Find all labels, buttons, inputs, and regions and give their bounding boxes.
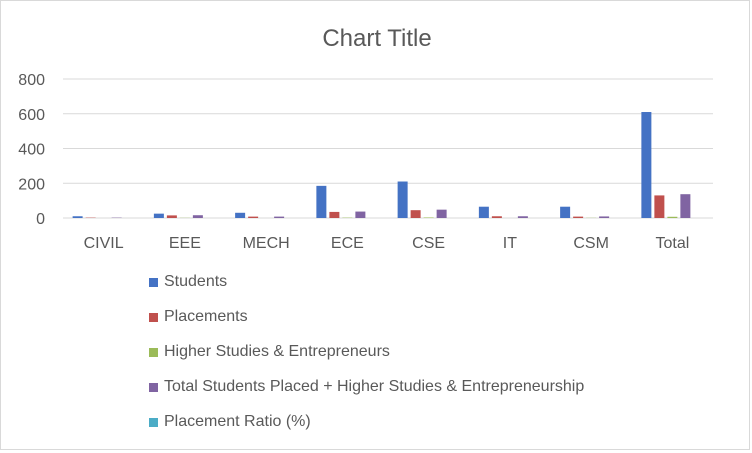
legend-item: Total Students Placed + Higher Studies &… — [149, 376, 584, 398]
bar — [680, 194, 690, 218]
bar — [274, 217, 284, 218]
bar — [167, 215, 177, 218]
chart-title: Chart Title — [322, 25, 431, 52]
legend-label: Higher Studies & Entrepreneurs — [164, 343, 390, 361]
bar — [437, 210, 447, 218]
legend-swatch — [149, 278, 158, 287]
bar — [424, 217, 434, 218]
legend-item: Higher Studies & Entrepreneurs — [149, 341, 390, 363]
y-tick-label: 0 — [36, 211, 45, 228]
bar — [73, 216, 83, 218]
bar — [411, 210, 421, 218]
bar — [518, 216, 528, 218]
bar — [641, 112, 651, 218]
legend-item: Placements — [149, 306, 248, 328]
y-tick-label: 800 — [18, 72, 45, 89]
bar — [479, 207, 489, 218]
gridlines — [63, 79, 713, 218]
y-tick-label: 200 — [18, 176, 45, 193]
legend-label: Placement Ratio (%) — [164, 413, 311, 431]
legend-swatch — [149, 418, 158, 427]
bar — [193, 215, 203, 218]
legend-item: Placement Ratio (%) — [149, 411, 311, 433]
x-tick-label: CSE — [412, 235, 445, 252]
y-tick-label: 600 — [18, 107, 45, 124]
legend-label: Total Students Placed + Higher Studies &… — [164, 378, 584, 396]
x-tick-label: IT — [503, 235, 517, 252]
bar — [248, 217, 258, 218]
x-axis-ticks: CIVIL EEE MECH ECE CSE IT CSM Total — [84, 235, 690, 252]
bar — [329, 212, 339, 218]
bar — [492, 216, 502, 218]
legend-label: Students — [164, 273, 227, 291]
x-tick-label: MECH — [243, 235, 290, 252]
bar — [667, 217, 677, 218]
legend-label: Placements — [164, 308, 248, 326]
x-tick-label: ECE — [331, 235, 364, 252]
x-tick-label: EEE — [169, 235, 201, 252]
x-tick-label: CSM — [573, 235, 609, 252]
bar — [316, 186, 326, 218]
bar — [654, 195, 664, 218]
bar — [599, 216, 609, 218]
x-tick-label: CIVIL — [84, 235, 124, 252]
y-axis-ticks: 0 200 400 600 800 — [18, 72, 45, 228]
legend-item: Students — [149, 271, 227, 293]
bars — [73, 112, 691, 218]
legend-swatch — [149, 313, 158, 322]
y-tick-label: 400 — [18, 142, 45, 159]
bar — [154, 214, 164, 218]
bar — [398, 182, 408, 218]
legend-swatch — [149, 348, 158, 357]
legend-swatch — [149, 383, 158, 392]
bar — [355, 212, 365, 218]
bar — [235, 213, 245, 218]
bar — [560, 207, 570, 218]
bar — [573, 217, 583, 218]
x-tick-label: Total — [655, 235, 689, 252]
